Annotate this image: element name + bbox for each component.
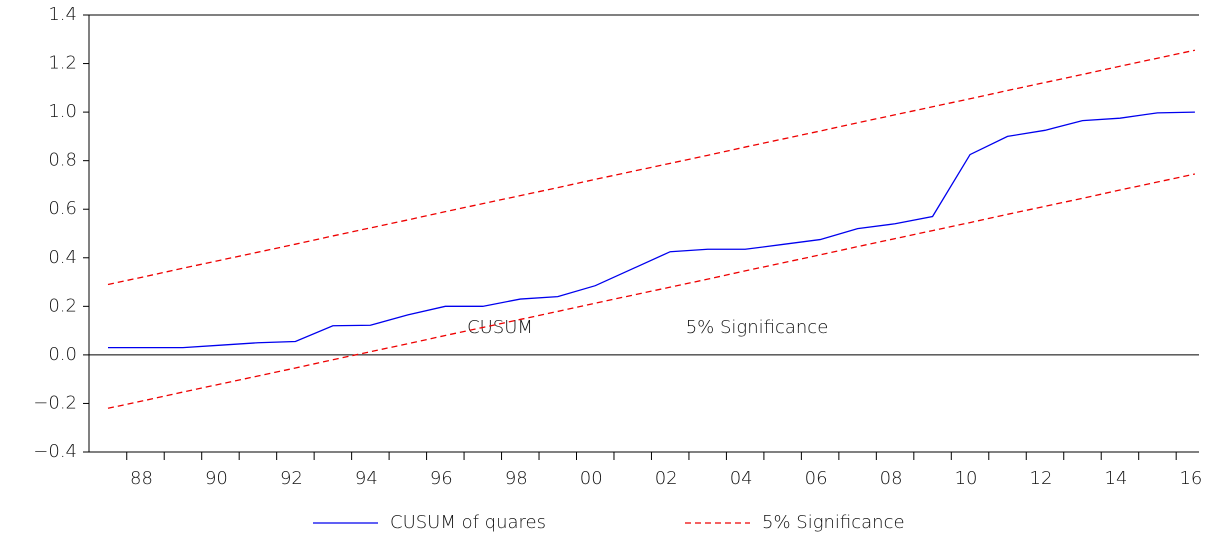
x-tick-label: 02 bbox=[655, 468, 678, 489]
y-tick-label: 1.2 bbox=[48, 53, 77, 74]
x-tick-label: 98 bbox=[505, 468, 528, 489]
y-tick-label: 0.6 bbox=[48, 198, 77, 219]
y-tick-label: 1.4 bbox=[48, 4, 77, 25]
x-tick-label: 92 bbox=[280, 468, 303, 489]
x-tick-label: 00 bbox=[580, 468, 603, 489]
x-tick-label: 04 bbox=[730, 468, 753, 489]
annotation: CUSUM bbox=[467, 317, 533, 338]
x-tick-label: 16 bbox=[1179, 468, 1202, 489]
x-tick-label: 08 bbox=[880, 468, 903, 489]
legend-label: CUSUM of quares bbox=[390, 512, 546, 533]
y-tick-label: 0.4 bbox=[48, 247, 77, 268]
x-tick-label: 12 bbox=[1030, 468, 1053, 489]
y-tick-label: 0.0 bbox=[48, 344, 77, 365]
legend-label: 5% Significance bbox=[762, 512, 905, 533]
x-tick-label: 90 bbox=[205, 468, 228, 489]
x-tick-label: 88 bbox=[130, 468, 153, 489]
y-tick-label: 1.0 bbox=[48, 101, 77, 122]
y-tick-label: 0.2 bbox=[48, 295, 77, 316]
y-tick-label: −0.4 bbox=[33, 441, 77, 462]
series-line bbox=[107, 173, 1196, 409]
x-tick-label: 96 bbox=[430, 468, 453, 489]
x-tick-label: 94 bbox=[355, 468, 378, 489]
series-line bbox=[107, 49, 1196, 286]
annotation: 5% Significance bbox=[686, 317, 829, 338]
series-line bbox=[108, 111, 1195, 349]
x-tick-label: 14 bbox=[1105, 468, 1128, 489]
y-tick-label: −0.2 bbox=[33, 392, 77, 413]
x-tick-label: 10 bbox=[955, 468, 978, 489]
x-tick-label: 06 bbox=[805, 468, 828, 489]
y-tick-label: 0.8 bbox=[48, 150, 77, 171]
